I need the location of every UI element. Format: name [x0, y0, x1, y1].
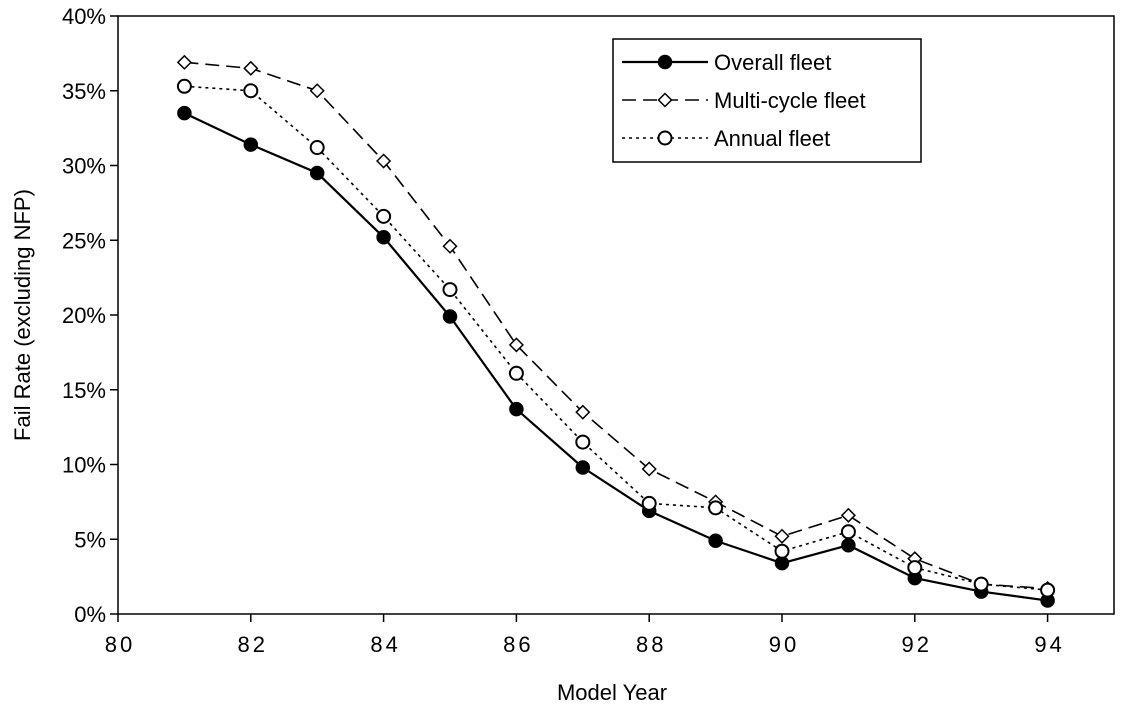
x-tick-label: 82	[238, 632, 268, 657]
series-line	[183, 112, 1048, 602]
legend-marker	[657, 54, 673, 70]
series-layer	[176, 54, 1056, 608]
series-3	[176, 78, 1056, 598]
data-point	[442, 309, 458, 324]
data-point	[575, 460, 591, 475]
data-point	[442, 238, 458, 254]
y-tick-label: 15%	[62, 378, 106, 403]
series-1	[177, 105, 1055, 608]
data-point	[641, 461, 657, 477]
x-tick-label: 84	[370, 632, 400, 657]
data-point	[243, 60, 259, 76]
data-point	[575, 404, 591, 420]
y-tick-label: 10%	[62, 453, 106, 478]
series-line	[184, 85, 1048, 591]
y-tick-label: 5%	[74, 527, 106, 552]
x-axis: 80 82 84 86 88 90 92 94	[105, 614, 1064, 657]
data-point	[176, 78, 192, 94]
series-line	[184, 61, 1048, 590]
data-point	[508, 337, 524, 353]
legend-label: Overall fleet	[714, 50, 831, 75]
data-point	[774, 528, 790, 544]
y-tick-label: 25%	[62, 228, 106, 253]
data-point	[509, 401, 524, 417]
legend: Overall fleet Multi-cycle fleet Annual fle…	[612, 38, 922, 163]
x-tick-label: 88	[636, 632, 666, 657]
y-tick-label: 35%	[62, 79, 106, 104]
data-point	[243, 83, 259, 99]
data-point	[376, 208, 392, 224]
data-point	[309, 165, 325, 181]
data-point	[774, 543, 790, 559]
data-point	[840, 507, 856, 523]
data-point	[575, 434, 591, 450]
data-point	[841, 537, 856, 553]
data-point	[708, 533, 723, 548]
x-tick-label: 86	[503, 632, 533, 657]
legend-label: Multi-cycle fleet	[714, 88, 866, 113]
data-point	[840, 524, 856, 540]
data-point	[508, 365, 524, 381]
x-tick-label: 94	[1034, 632, 1064, 657]
legend-marker	[657, 130, 673, 146]
x-tick-label: 92	[902, 632, 932, 657]
y-tick-label: 20%	[62, 303, 106, 328]
legend-item: Annual fleet	[622, 126, 830, 151]
data-point	[442, 282, 458, 298]
y-axis: 0% 5% 10% 15% 20% 25% 30% 35% 40%	[62, 4, 118, 627]
x-tick-label: 80	[105, 632, 135, 657]
data-point	[1040, 582, 1056, 598]
data-point	[176, 54, 192, 70]
x-tick-label: 90	[769, 632, 799, 657]
data-point	[177, 105, 192, 121]
y-tick-label: 40%	[62, 4, 106, 29]
legend-item: Overall fleet	[622, 50, 831, 75]
data-point	[376, 153, 392, 169]
data-point	[243, 137, 259, 152]
y-tick-label: 0%	[74, 602, 106, 627]
data-point	[641, 495, 657, 511]
legend-marker	[657, 92, 673, 108]
data-point	[309, 140, 325, 156]
data-point	[708, 500, 724, 516]
legend-label: Annual fleet	[714, 126, 830, 151]
y-tick-label: 30%	[62, 154, 106, 179]
data-point	[973, 576, 989, 592]
data-point	[376, 230, 391, 245]
x-axis-title: Model Year	[557, 680, 667, 705]
data-point	[907, 560, 923, 576]
legend-item: Multi-cycle fleet	[622, 88, 866, 113]
y-axis-title: Fail Rate (excluding NFP)	[10, 189, 35, 441]
data-point	[309, 83, 325, 99]
